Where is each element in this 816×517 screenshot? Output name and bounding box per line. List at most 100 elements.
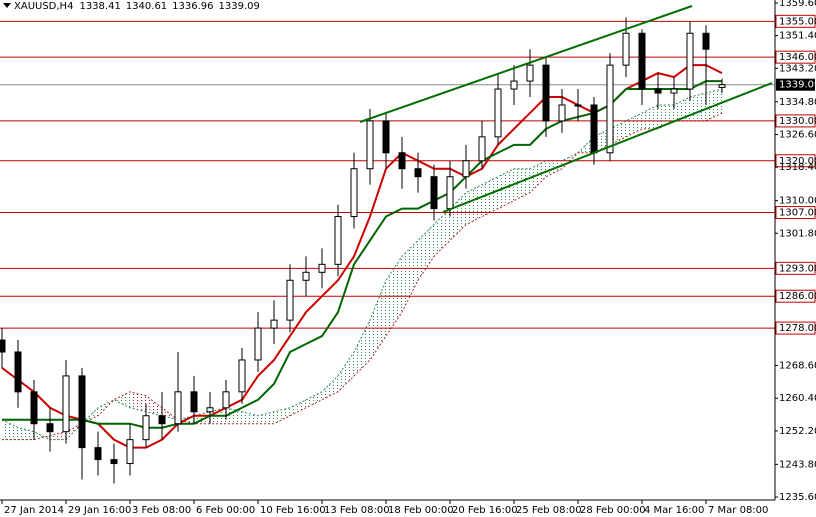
- cloud-fill: [498, 168, 514, 209]
- indicator-lines: [1, 64, 723, 449]
- candle-body: [254, 327, 262, 361]
- candle-body: [718, 84, 726, 88]
- cloud-fill: [18, 427, 34, 440]
- close-value: 1339.09: [219, 1, 260, 12]
- channel-upper: [359, 5, 693, 123]
- candle-body: [46, 423, 54, 433]
- candle-body: [238, 359, 246, 393]
- menu-triangle: [3, 3, 11, 8]
- level-label-box: [775, 154, 816, 168]
- cloud-fill: [418, 224, 434, 281]
- candle-body: [174, 391, 182, 425]
- kijun-line: [2, 80, 722, 429]
- level-label: 1330.00: [779, 116, 816, 127]
- y-tick-label: 1260.40: [779, 393, 816, 404]
- level-label: 1286.00: [779, 291, 816, 302]
- y-tick-label: 1359.60: [779, 0, 816, 9]
- cloud-fill: [146, 395, 162, 416]
- cloud-fill: [34, 431, 50, 440]
- level-label: 1293.00: [779, 263, 816, 274]
- level-label: 1278.00: [779, 323, 816, 334]
- level-label-box: [775, 321, 816, 335]
- y-tick-label: 1310.00: [779, 196, 816, 207]
- candle-body: [430, 176, 438, 210]
- x-tick-label: 18 Feb 00:00: [388, 505, 454, 516]
- cloud-fill: [2, 419, 18, 440]
- y-tick-label: 1334.80: [779, 97, 816, 108]
- candle-body: [494, 88, 502, 138]
- cloud-fill: [82, 407, 98, 424]
- cloud-fill: [258, 411, 274, 424]
- candle-body: [542, 64, 550, 122]
- candle-body: [126, 439, 134, 465]
- low-value: 1336.96: [172, 1, 213, 12]
- candle-body: [30, 391, 38, 425]
- candle-body: [398, 152, 406, 170]
- level-label: 1320.00: [779, 156, 816, 167]
- candle-body: [670, 88, 678, 94]
- cloud-fill: [114, 391, 130, 408]
- level-label-box: [775, 206, 816, 220]
- levels: 1355.00 1346.00 1330.00 1320.00 1307.00 1293.…: [0, 14, 816, 335]
- candle-body: [686, 32, 694, 90]
- y-tick-label: 1243.80: [779, 459, 816, 470]
- candle-body: [0, 339, 6, 353]
- cloud-fill: [242, 411, 258, 424]
- candle-body: [478, 136, 486, 162]
- candle-body: [702, 32, 710, 50]
- candle-body: [654, 88, 662, 94]
- channel-lower: [442, 82, 773, 213]
- y-tick-label: 1351.40: [779, 31, 816, 42]
- cloud-fill: [338, 351, 354, 392]
- y-tick-label: 1252.20: [779, 426, 816, 437]
- candle-body: [638, 32, 646, 90]
- y-tick-label: 1326.60: [779, 129, 816, 140]
- tenkan-line: [1, 64, 723, 449]
- x-tick-label: 28 Feb 00:00: [580, 505, 646, 516]
- level-label: 1355.00: [779, 16, 816, 27]
- candle-body: [142, 415, 150, 441]
- candle-body: [286, 279, 294, 321]
- candle-body: [302, 271, 310, 281]
- level-label: 1307.00: [779, 208, 816, 219]
- candle-body: [382, 120, 390, 154]
- open-value: 1338.41: [79, 1, 120, 12]
- level-label-box: [775, 289, 816, 303]
- y-tick-label: 1318.40: [779, 162, 816, 173]
- x-tick-label: 4 Mar 16:00: [644, 505, 704, 516]
- cloud-fill: [402, 240, 418, 313]
- candle-body: [590, 104, 598, 154]
- candle-body: [94, 447, 102, 461]
- cloud-fill: [274, 407, 290, 424]
- cloud-fill: [514, 168, 530, 201]
- cloud-fill: [530, 160, 546, 193]
- candle-body: [510, 80, 518, 90]
- y-tick-label: 1301.80: [779, 228, 816, 239]
- cloud-fill: [466, 184, 482, 225]
- candle-body: [446, 176, 454, 210]
- level-label-box: [775, 114, 816, 128]
- y-tick-label: 1268.60: [779, 361, 816, 372]
- candle-body: [366, 120, 374, 170]
- x-tick-label: 3 Feb 08:00: [132, 505, 191, 516]
- x-tick-label: 20 Feb 16:00: [452, 505, 518, 516]
- candle-body: [558, 104, 566, 122]
- level-label-box: [775, 14, 816, 28]
- candle-body: [270, 319, 278, 329]
- x-tick-label: 27 Jan 2014: [4, 505, 64, 516]
- x-tick-label: 13 Feb 08:00: [324, 505, 390, 516]
- candle-body: [526, 64, 534, 82]
- x-tick-label: 7 Mar 08:00: [708, 505, 768, 516]
- cloud-fill: [482, 176, 498, 217]
- x-tick-label: 6 Feb 00:00: [196, 505, 255, 516]
- cloud-fill: [434, 208, 450, 257]
- candle-body: [158, 415, 166, 425]
- candles: [0, 17, 726, 484]
- candle-body: [206, 407, 214, 413]
- candle-body: [334, 216, 342, 265]
- candle-body: [110, 459, 118, 465]
- candle-body: [190, 391, 198, 413]
- cloud: [1, 88, 723, 441]
